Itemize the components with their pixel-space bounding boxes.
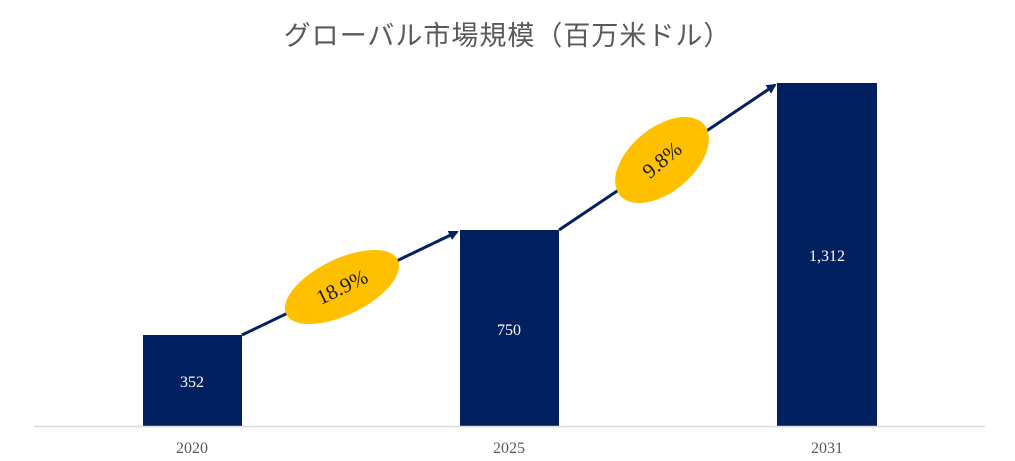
x-tick-2031: 2031 [811, 440, 843, 457]
x-tick-2020: 2020 [176, 440, 208, 457]
cagr-badge-1: 18.9% [284, 249, 400, 325]
bar-2031 [777, 83, 877, 426]
bar-value-2025: 750 [497, 322, 521, 339]
chart-title: グローバル市場規模（百万米ドル） [283, 21, 732, 52]
cagr-badge-2: 9.8% [615, 116, 709, 204]
bar-value-2020: 352 [180, 374, 204, 391]
bar-2020 [143, 335, 242, 426]
x-tick-2025: 2025 [493, 440, 525, 457]
bar-2025 [460, 230, 559, 426]
bar-value-2031: 1,312 [809, 248, 845, 265]
